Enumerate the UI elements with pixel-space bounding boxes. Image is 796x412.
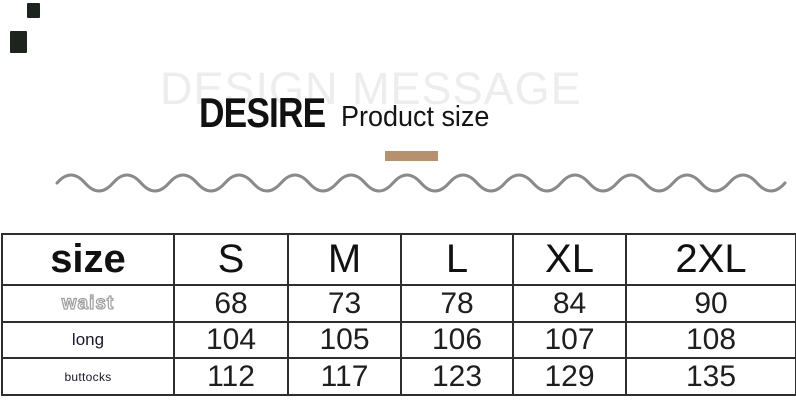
header-cell-xl: XL [512,233,627,286]
row-label: long [1,321,175,359]
header-cell-2xl: 2XL [625,233,796,286]
table-cell: 105 [287,321,402,359]
table-cell: 129 [512,357,627,396]
header-cell-m: M [287,233,402,286]
cropped-glyph-icon [27,3,40,18]
table-cell: 106 [400,321,514,359]
table-cell: 84 [512,284,627,323]
table-cell: 123 [400,357,514,396]
table-cell: 73 [287,284,402,323]
watermark-text: DESIGN MESSAGE [160,63,582,114]
row-label: buttocks [1,357,175,396]
header-cell-s: S [173,233,289,286]
table-cell: 117 [287,357,402,396]
table-row-buttocks: buttocks 112 117 123 129 135 [1,357,796,396]
table-cell: 68 [173,284,289,323]
wave-divider [55,173,787,193]
table-cell: 104 [173,321,289,359]
table-cell: 78 [400,284,514,323]
header-cell-l: L [400,233,514,286]
page-title: Product size [341,101,490,133]
cropped-glyph-icon [10,31,27,53]
table-cell: 90 [625,284,796,323]
brand-name: DESIRE [199,89,326,136]
table-cell: 107 [512,321,627,359]
table-cell: 112 [173,357,289,396]
table-row-waist: waist 68 73 78 84 90 [1,284,796,323]
header-cell-size: size [1,233,175,286]
size-table-header-row: size S M L XL 2XL [1,233,796,286]
table-cell: 108 [625,321,796,359]
row-label: waist [1,284,175,323]
size-table: size S M L XL 2XL waist 68 73 78 84 90 l… [1,233,796,396]
table-cell: 135 [625,357,796,396]
accent-divider [385,151,438,161]
table-row-long: long 104 105 106 107 108 [1,321,796,359]
